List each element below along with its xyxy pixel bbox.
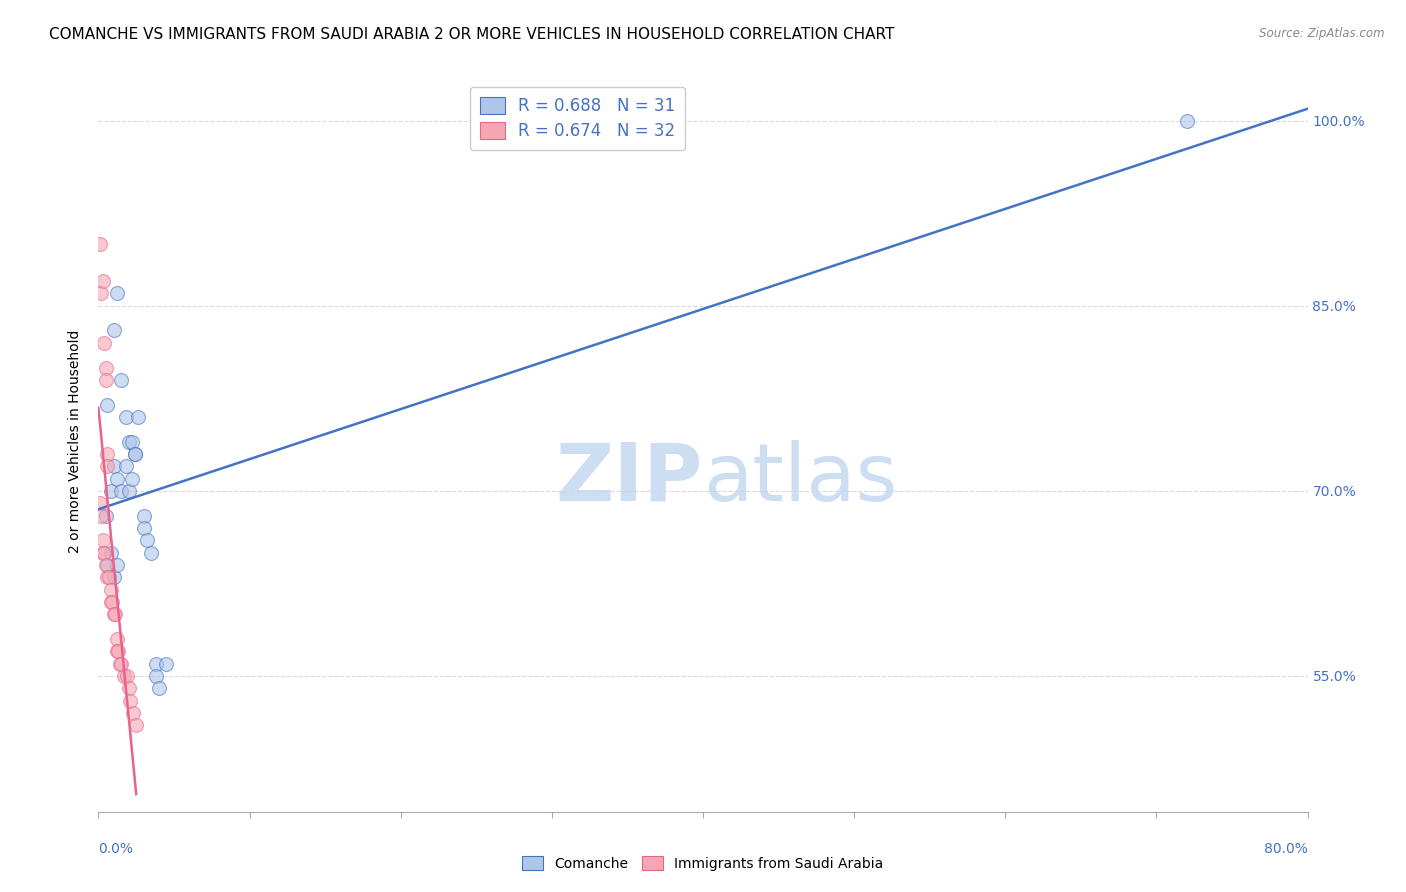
Point xyxy=(105,472,128,486)
Point xyxy=(89,237,111,252)
Point xyxy=(103,607,125,622)
Point xyxy=(91,533,114,548)
Point xyxy=(145,669,167,683)
Point xyxy=(105,632,128,646)
Point xyxy=(90,286,112,301)
Text: ZIP: ZIP xyxy=(555,440,703,517)
Point xyxy=(96,558,118,572)
Point xyxy=(94,558,117,572)
Point xyxy=(118,483,141,498)
Point xyxy=(100,546,122,560)
Point xyxy=(114,409,136,424)
Text: 0.0%: 0.0% xyxy=(98,842,134,856)
Point xyxy=(132,521,155,535)
Point xyxy=(125,718,148,732)
Point xyxy=(98,570,121,584)
Point xyxy=(101,595,124,609)
Point xyxy=(105,286,128,301)
Text: COMANCHE VS IMMIGRANTS FROM SAUDI ARABIA 2 OR MORE VEHICLES IN HOUSEHOLD CORRELA: COMANCHE VS IMMIGRANTS FROM SAUDI ARABIA… xyxy=(49,27,894,42)
Point xyxy=(94,360,117,375)
Point xyxy=(104,607,127,622)
Point xyxy=(121,472,143,486)
Point xyxy=(145,657,167,671)
Point xyxy=(114,459,136,474)
Point xyxy=(135,533,157,548)
Point xyxy=(103,570,125,584)
Point xyxy=(96,398,118,412)
Text: atlas: atlas xyxy=(703,440,897,517)
Point xyxy=(103,324,125,338)
Point xyxy=(110,373,132,387)
Legend: R = 0.688   N = 31, R = 0.674   N = 32: R = 0.688 N = 31, R = 0.674 N = 32 xyxy=(470,87,685,150)
Point xyxy=(121,434,143,449)
Point xyxy=(118,434,141,449)
Point xyxy=(94,373,117,387)
Point xyxy=(107,644,129,658)
Point xyxy=(91,546,114,560)
Point xyxy=(91,274,114,288)
Point xyxy=(124,447,146,461)
Y-axis label: 2 or more Vehicles in Household: 2 or more Vehicles in Household xyxy=(69,330,83,553)
Point xyxy=(100,582,122,597)
Point xyxy=(120,694,142,708)
Legend: Comanche, Immigrants from Saudi Arabia: Comanche, Immigrants from Saudi Arabia xyxy=(517,850,889,876)
Text: Source: ZipAtlas.com: Source: ZipAtlas.com xyxy=(1260,27,1385,40)
Point xyxy=(148,681,170,696)
Point xyxy=(105,558,128,572)
Point xyxy=(132,508,155,523)
Point xyxy=(96,447,118,461)
Point xyxy=(96,570,118,584)
Point xyxy=(100,595,122,609)
Point xyxy=(1175,113,1198,128)
Point xyxy=(115,669,138,683)
Point xyxy=(110,657,132,671)
Point xyxy=(94,508,117,523)
Point xyxy=(112,669,135,683)
Point xyxy=(124,447,146,461)
Point xyxy=(96,459,118,474)
Point xyxy=(122,706,145,720)
Point xyxy=(110,483,132,498)
Point xyxy=(93,335,115,350)
Point xyxy=(141,546,163,560)
Point xyxy=(108,657,131,671)
Point xyxy=(93,546,115,560)
Point xyxy=(118,681,141,696)
Point xyxy=(127,409,149,424)
Point xyxy=(105,644,128,658)
Point xyxy=(90,508,112,523)
Text: 80.0%: 80.0% xyxy=(1264,842,1308,856)
Point xyxy=(103,459,125,474)
Point xyxy=(100,483,122,498)
Point xyxy=(155,657,177,671)
Point xyxy=(89,496,111,510)
